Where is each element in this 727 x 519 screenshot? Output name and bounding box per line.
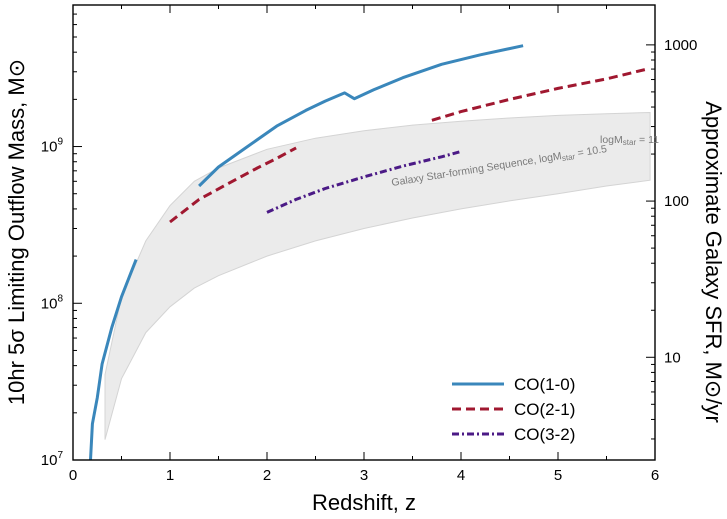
legend-label-co-1-0: CO(1-0) [514,375,575,394]
x-tick-label: 2 [263,467,271,484]
y2-tick-label: 100 [664,193,689,210]
y-tick-label: 107 [41,450,64,469]
x-axis-title: Redshift, z [312,490,416,515]
x-tick-label: 6 [651,467,659,484]
ticks-layer [72,4,656,461]
series-layer [89,44,646,460]
y-tick-label: 108 [41,293,64,312]
y2-tick-label: 10 [664,349,681,366]
legend: CO(1-0) CO(2-1) CO(3-2) [452,375,575,444]
x-tick-label: 3 [360,467,368,484]
y2-tick-label: 1000 [664,37,697,54]
y-axis-title: 10hr 5σ Limiting Outflow Mass, M⊙ [4,59,29,405]
y2-axis-title: Approximate Galaxy SFR, M⊙/yr [701,101,726,423]
y-tick-label: 109 [41,137,64,156]
legend-label-co-2-1: CO(2-1) [514,400,575,419]
x-tick-label: 5 [554,467,562,484]
series-line-co-1-0-seg0 [89,259,138,460]
tick-labels: 0 1 2 3 4 5 6 107 108 109 10 100 1000 [41,37,698,484]
legend-label-co-3-2: CO(3-2) [514,425,575,444]
series-line-co-2-1-seg1 [431,68,646,122]
band-upper-label: logMstar = 11 [600,134,659,147]
series-line-co-3-2-seg0 [266,150,462,214]
series-line-co-2-1-seg0 [169,146,297,224]
x-tick-label: 4 [457,467,465,484]
series-line-co-1-0-seg1 [198,44,524,188]
x-tick-label: 1 [166,467,174,484]
x-tick-label: 0 [69,467,77,484]
